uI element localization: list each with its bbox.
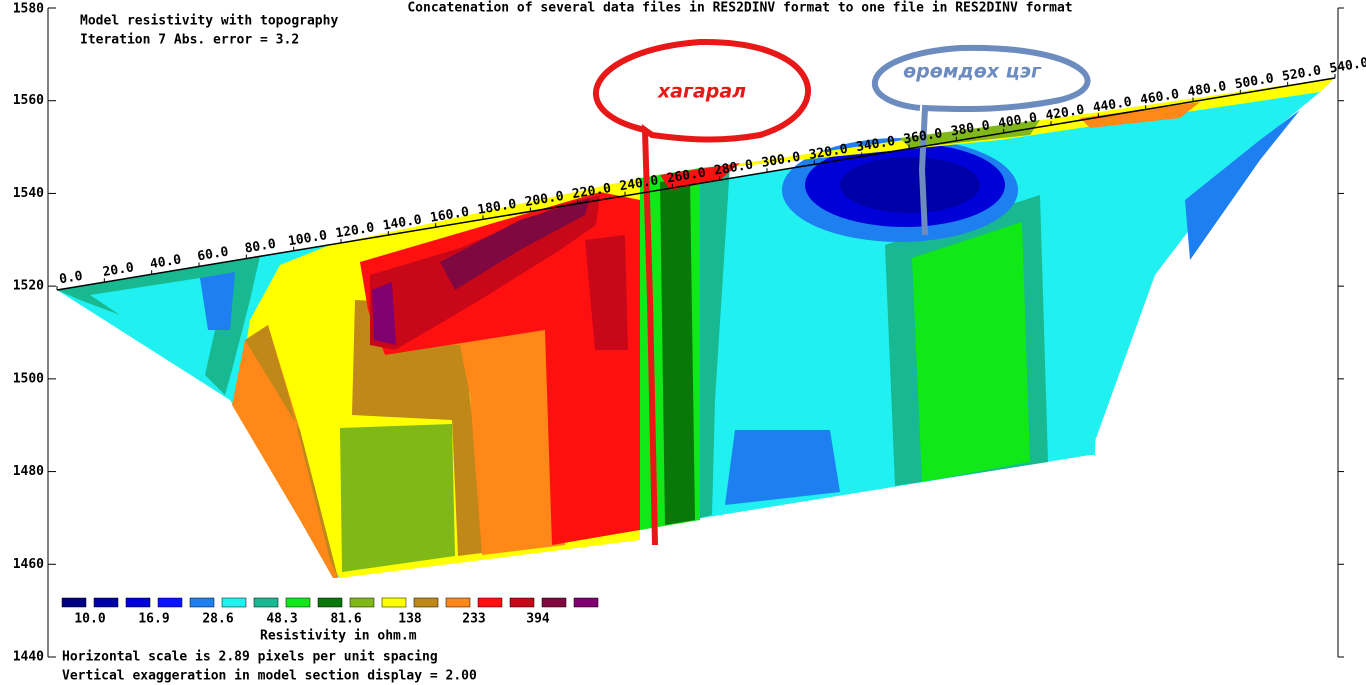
x-tick-label: 380.0 xyxy=(950,118,991,139)
brown-left xyxy=(245,325,338,578)
scale-label: 81.6 xyxy=(330,612,361,627)
scale-swatch xyxy=(509,597,535,608)
green-block xyxy=(912,222,1030,482)
y-tick-label: 1500 xyxy=(13,371,44,386)
orange-left xyxy=(232,325,338,578)
scale-label: 28.6 xyxy=(202,612,233,627)
x-tick-label: 360.0 xyxy=(902,126,943,147)
scale-swatch xyxy=(125,597,151,608)
brown-band xyxy=(352,300,490,556)
annotations: хагарал өрөмдөх цэг xyxy=(593,38,1091,546)
section xyxy=(57,78,1335,578)
scale-swatch xyxy=(413,597,439,608)
x-tick-label: 440.0 xyxy=(1092,95,1133,116)
scale-swatch xyxy=(61,597,87,608)
scale-swatch xyxy=(221,597,247,608)
x-tick-label: 320.0 xyxy=(808,142,849,163)
left-cyan xyxy=(90,278,215,375)
y-tick-label: 1440 xyxy=(13,650,44,665)
subtitle: Iteration 7 Abs. error = 3.2 xyxy=(80,33,299,48)
x-tick-label: 460.0 xyxy=(1139,87,1180,108)
scale-swatch xyxy=(93,597,119,608)
x-tick-label: 520.0 xyxy=(1281,63,1322,84)
x-tick-label: 80.0 xyxy=(244,237,278,257)
footnote: Horizontal scale is 2.89 pixels per unit… xyxy=(62,650,438,665)
x-tick-label: 120.0 xyxy=(334,220,375,241)
scale-title: Resistivity in ohm.m xyxy=(260,629,417,644)
scale-swatch xyxy=(317,597,343,608)
x-tick-label: 20.0 xyxy=(102,260,136,280)
x-tick-label: 100.0 xyxy=(287,228,328,249)
surface-green xyxy=(900,120,1040,148)
x-tick-label: 280.0 xyxy=(713,157,754,178)
x-tick-label: 40.0 xyxy=(149,252,183,272)
x-tick-label: 140.0 xyxy=(382,212,423,233)
annotation: өрөмдөх цэг xyxy=(903,61,1042,83)
blue-bottom xyxy=(725,430,840,505)
x-tick-label: 60.0 xyxy=(196,244,230,264)
scale-swatch xyxy=(477,597,503,608)
purple-patch-2 xyxy=(440,198,590,290)
lens-inner xyxy=(840,157,980,213)
right-cyan-lower xyxy=(1080,145,1100,455)
x-tick-label: 400.0 xyxy=(997,110,1038,131)
x-tick-label: 300.0 xyxy=(760,150,801,171)
x-tick-label: 500.0 xyxy=(1234,71,1275,92)
right-blue-edge xyxy=(1185,110,1300,260)
scale-swatch xyxy=(189,597,215,608)
x-tick-label: 240.0 xyxy=(618,173,659,194)
chart-title: Concatenation of several data files in R… xyxy=(407,1,1072,16)
scale-swatch xyxy=(285,597,311,608)
footnote: Vertical exaggeration in model section d… xyxy=(62,669,477,684)
x-tick-label: 220.0 xyxy=(571,181,612,202)
y-tick-label: 1520 xyxy=(13,279,44,294)
fracture-callout xyxy=(593,38,811,546)
scale-swatch xyxy=(157,597,183,608)
x-tick-label: 340.0 xyxy=(855,134,896,155)
scale-swatch xyxy=(541,597,567,608)
scale-swatch xyxy=(253,597,279,608)
scale-swatch xyxy=(349,597,375,608)
x-tick-label: 180.0 xyxy=(476,197,517,218)
surface-red xyxy=(660,163,740,190)
x-tick-label: 200.0 xyxy=(524,189,565,210)
y-tick-label: 1480 xyxy=(13,464,44,479)
olive-block xyxy=(340,424,455,572)
topography xyxy=(56,77,1336,291)
x-tick-label: 480.0 xyxy=(1186,79,1227,100)
y-tick-label: 1580 xyxy=(13,2,44,17)
teal-strip xyxy=(700,165,730,518)
left-blue xyxy=(200,272,235,330)
darkgreen-strip xyxy=(660,178,695,525)
scale-swatch xyxy=(381,597,407,608)
x-tick-label: 540.0 xyxy=(1328,55,1366,76)
scale-label: 138 xyxy=(398,612,422,627)
drill-callout xyxy=(872,44,1091,236)
annotation: хагарал xyxy=(657,81,746,103)
x-tick-label: 420.0 xyxy=(1044,102,1085,123)
purple-patch xyxy=(372,282,396,345)
x-tick-label: 160.0 xyxy=(429,205,470,226)
subtitle: Model resistivity with topography xyxy=(80,14,338,29)
y-tick-label: 1540 xyxy=(13,186,44,201)
x-tick-label: 260.0 xyxy=(666,165,707,186)
x-tick-label: 0.0 xyxy=(58,269,84,288)
y-tick-label: 1560 xyxy=(13,93,44,108)
y-tick-label: 1460 xyxy=(13,557,44,572)
scale-label: 48.3 xyxy=(266,612,297,627)
scale-swatch xyxy=(445,597,471,608)
scale-label: 233 xyxy=(462,612,485,627)
scale-label: 394 xyxy=(526,612,550,627)
darkred-right xyxy=(585,235,628,350)
scale-label: 16.9 xyxy=(138,612,169,627)
scale-label: 10.0 xyxy=(74,612,105,627)
surface-orange xyxy=(1080,102,1200,128)
scale-swatch xyxy=(573,597,599,608)
